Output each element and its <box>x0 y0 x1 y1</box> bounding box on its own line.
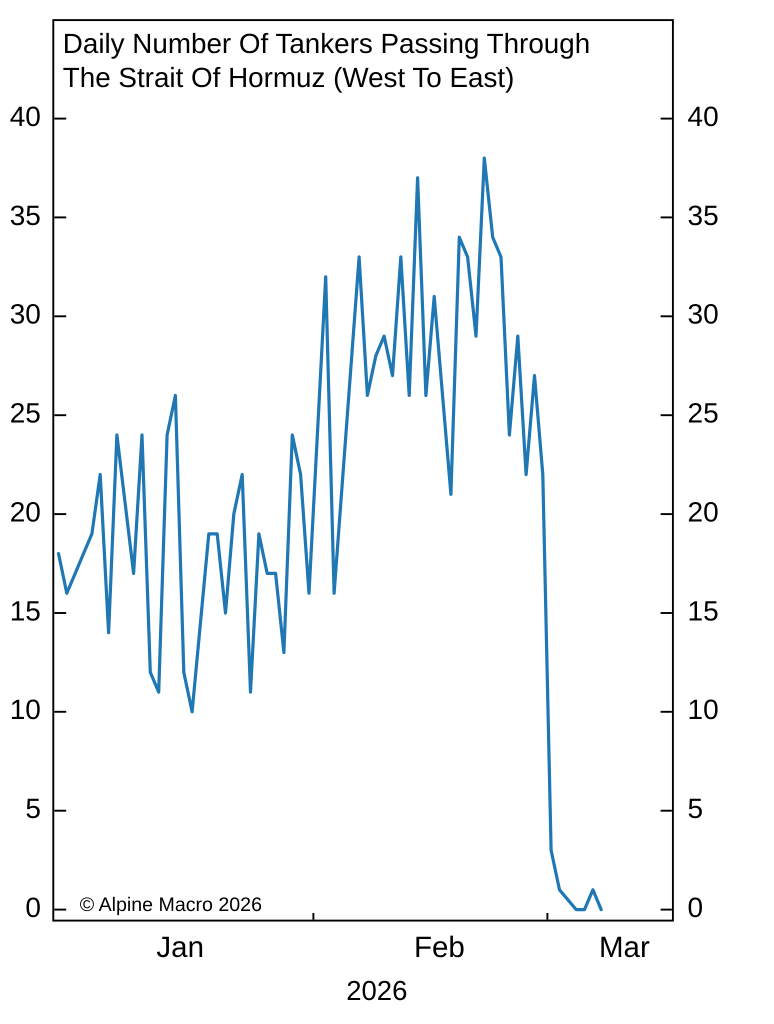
svg-text:© Alpine Macro 2026: © Alpine Macro 2026 <box>80 894 262 916</box>
svg-text:Daily Number Of Tankers Passin: Daily Number Of Tankers Passing Through <box>63 28 590 59</box>
svg-text:Mar: Mar <box>599 931 650 964</box>
svg-text:30: 30 <box>10 299 41 330</box>
svg-text:2026: 2026 <box>346 975 407 1006</box>
svg-text:5: 5 <box>25 793 41 824</box>
svg-text:10: 10 <box>688 694 719 725</box>
svg-text:10: 10 <box>10 694 41 725</box>
svg-text:20: 20 <box>10 497 41 528</box>
svg-text:The Strait Of Hormuz (West To: The Strait Of Hormuz (West To East) <box>63 62 515 93</box>
svg-text:40: 40 <box>10 101 41 132</box>
svg-text:15: 15 <box>10 595 41 626</box>
svg-text:30: 30 <box>688 299 719 330</box>
svg-text:0: 0 <box>688 892 704 923</box>
svg-text:35: 35 <box>688 200 719 231</box>
svg-text:Jan: Jan <box>156 931 204 964</box>
svg-text:35: 35 <box>10 200 41 231</box>
svg-text:20: 20 <box>688 497 719 528</box>
svg-text:Feb: Feb <box>414 931 465 964</box>
svg-text:25: 25 <box>688 398 719 429</box>
svg-text:0: 0 <box>25 892 41 923</box>
svg-text:40: 40 <box>688 101 719 132</box>
svg-text:5: 5 <box>688 793 704 824</box>
svg-text:15: 15 <box>688 595 719 626</box>
svg-text:25: 25 <box>10 398 41 429</box>
